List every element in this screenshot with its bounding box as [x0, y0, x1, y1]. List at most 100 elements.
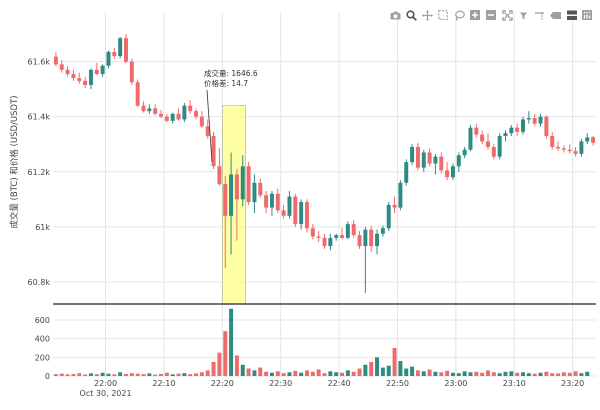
candle-body [129, 61, 134, 83]
volume-plot-area [53, 305, 596, 376]
zoom-in-icon[interactable] [468, 8, 482, 22]
candle-body [252, 182, 257, 203]
volume-bar [129, 373, 134, 376]
volume-bar [328, 371, 333, 376]
volume-bar [526, 373, 531, 376]
candle-body [456, 155, 461, 167]
volume-bar [340, 372, 345, 376]
candle-body [299, 202, 304, 225]
volume-bar [246, 368, 251, 376]
volume-tick-label: 200 [35, 353, 50, 362]
candle-body [123, 38, 128, 62]
volume-bar [415, 370, 420, 376]
volume-bar [585, 371, 590, 376]
candle-body [304, 202, 309, 229]
volume-bar [456, 373, 461, 376]
volume-bar [141, 374, 146, 376]
candle-body [585, 137, 590, 142]
candle-body [159, 113, 164, 117]
reset-axes-icon[interactable] [516, 8, 530, 22]
candle-body [71, 73, 76, 79]
volume-bar [304, 370, 309, 376]
box-select-icon[interactable] [436, 8, 450, 22]
candle-body [118, 38, 123, 57]
volume-tick-label: 600 [35, 316, 50, 325]
candle-body [509, 127, 514, 134]
candle-body [258, 182, 263, 196]
candle-body [526, 118, 531, 120]
candle-body [112, 51, 117, 57]
lasso-select-icon[interactable] [452, 8, 466, 22]
candle-body [357, 235, 362, 247]
volume-bar [65, 374, 70, 376]
candle-body [77, 78, 82, 81]
plotly-logo-icon[interactable] [580, 8, 594, 22]
candle-body [182, 105, 187, 120]
volume-bar [439, 372, 444, 376]
volume-bar [509, 371, 514, 376]
volume-bar [421, 371, 426, 376]
candle-body [106, 51, 111, 66]
candle-body [567, 149, 572, 152]
candle-body [153, 108, 158, 114]
volume-bar [100, 372, 105, 376]
pan-icon[interactable] [420, 8, 434, 22]
volume-bar [53, 374, 58, 376]
candle-body [194, 111, 199, 117]
volume-bar [211, 361, 216, 376]
volume-bar [135, 373, 140, 376]
volume-bar [316, 369, 321, 376]
candle-body [392, 204, 397, 208]
volume-bar [538, 372, 543, 376]
candle-body [573, 151, 578, 154]
volume-bar [322, 373, 327, 376]
volume-bar [550, 373, 555, 376]
volume-bar [485, 370, 490, 376]
autoscale-icon[interactable] [500, 8, 514, 22]
zoom-icon[interactable] [404, 8, 418, 22]
volume-bar [363, 364, 368, 376]
x-tick-label: 22:10 [152, 379, 175, 388]
hover-compare-icon[interactable] [564, 8, 578, 22]
volume-bar [234, 355, 239, 376]
volume-tick-label: 400 [35, 335, 50, 344]
candle-body [65, 69, 70, 74]
candle-body [205, 126, 210, 136]
candle-body [316, 236, 321, 238]
volume-bar [497, 373, 502, 376]
candle-body [521, 119, 526, 132]
volume-bar [188, 374, 193, 376]
candle-body [164, 116, 169, 121]
spike-lines-icon[interactable] [532, 8, 546, 22]
volume-bar [544, 371, 549, 376]
candle-body [369, 229, 374, 247]
volume-bar [118, 372, 123, 376]
y-tick-label: 60.8k [28, 278, 51, 287]
candle-body [445, 170, 450, 178]
candle-body [100, 65, 105, 74]
candle-body [468, 127, 473, 150]
candle-body [462, 149, 467, 156]
camera-icon[interactable] [388, 8, 402, 22]
zoom-out-icon[interactable] [484, 8, 498, 22]
volume-bar [567, 372, 572, 376]
volume-bar [176, 373, 181, 376]
volume-bar [380, 367, 385, 376]
candle-body [439, 156, 444, 171]
candle-body [328, 237, 333, 247]
price-plot-area [53, 12, 596, 304]
volume-bar [281, 373, 286, 376]
y-tick-label: 61.2k [28, 168, 51, 177]
modebar [388, 8, 594, 22]
candle-body [561, 148, 566, 150]
candle-body [474, 127, 479, 135]
volume-bar [88, 373, 93, 376]
volume-bar [164, 372, 169, 376]
hover-closest-icon[interactable] [548, 8, 562, 22]
candle-body [275, 193, 280, 211]
volume-bar [334, 372, 339, 376]
candle-body [363, 229, 368, 247]
candle-body [59, 64, 64, 70]
volume-bar [398, 361, 403, 376]
volume-bar [462, 371, 467, 376]
